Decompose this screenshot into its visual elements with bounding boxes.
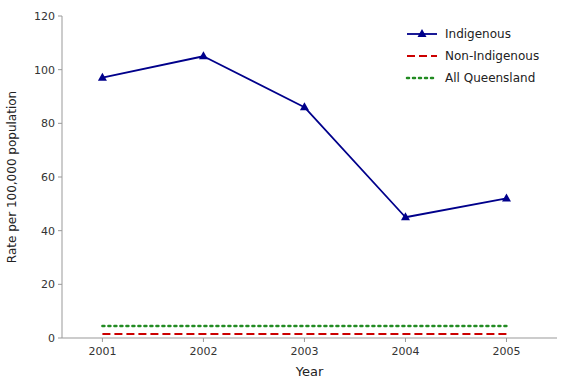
y-axis-label: Rate per 100,000 population: [5, 91, 19, 263]
y-tick-label: 60: [41, 171, 55, 184]
legend-swatch: [407, 77, 437, 80]
series-marker: [401, 212, 410, 220]
y-tick: [58, 177, 62, 178]
legend-label: Non-Indigenous: [445, 49, 539, 63]
y-tick-label: 100: [34, 64, 55, 77]
y-tick-label: 20: [41, 278, 55, 291]
x-tick-label: 2005: [492, 345, 520, 358]
legend-label: Indigenous: [445, 27, 511, 41]
plot-area: [98, 51, 511, 334]
x-tick: [203, 338, 204, 342]
series-line: [102, 325, 506, 328]
legend-marker: [418, 29, 427, 37]
y-tick-label: 80: [41, 117, 55, 130]
legend: Indigenous Non-Indigenous All Queensland: [407, 27, 539, 85]
x-tick: [304, 338, 305, 342]
x-tick-label: 2001: [88, 345, 116, 358]
y-tick: [58, 69, 62, 70]
legend-swatch: [407, 55, 437, 57]
chart: 2001 2002 2003 2004 2005 0 20 40 60 80 100 120 Year R…: [0, 0, 573, 386]
y-tick-label: 120: [34, 10, 55, 23]
x-tick: [102, 338, 103, 342]
series-marker: [300, 102, 309, 110]
y-tick: [58, 16, 62, 17]
x-tick-label: 2004: [391, 345, 419, 358]
y-tick: [58, 123, 62, 124]
x-tick-label: 2003: [290, 345, 318, 358]
y-tick-label: 0: [48, 332, 55, 345]
series-marker: [199, 51, 208, 59]
y-tick: [58, 338, 62, 339]
series-marker: [98, 73, 107, 81]
series-line: [102, 333, 506, 335]
y-tick: [58, 230, 62, 231]
x-tick: [506, 338, 507, 342]
x-axis-line: [62, 338, 557, 339]
legend-label: All Queensland: [445, 71, 535, 85]
y-tick-label: 40: [41, 225, 55, 238]
chart-container: 2001 2002 2003 2004 2005 0 20 40 60 80 100 120 Year R…: [0, 0, 573, 386]
y-tick: [58, 284, 62, 285]
axes: 2001 2002 2003 2004 2005 0 20 40 60 80 100 120: [34, 10, 557, 358]
x-tick: [405, 338, 406, 342]
x-axis-label: Year: [295, 364, 324, 379]
x-tick-label: 2002: [189, 345, 217, 358]
series-marker: [502, 193, 511, 201]
